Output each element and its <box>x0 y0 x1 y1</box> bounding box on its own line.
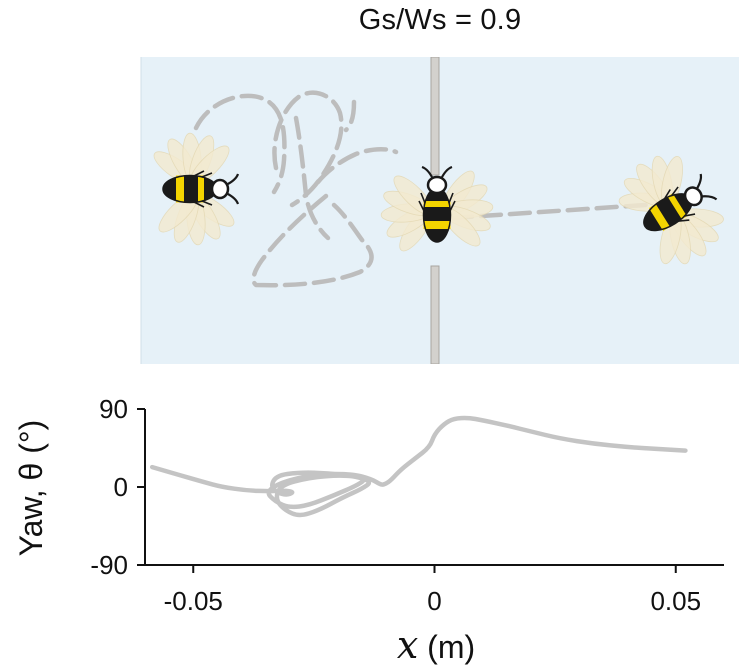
post-bottom <box>430 265 440 364</box>
yaw-chart: 90 0 -90 Yaw, θ (°) -0.05 0 0.05 x (m) <box>13 394 724 667</box>
figure-title: Gs/Ws = 0.9 <box>358 4 522 36</box>
x-tick-label-005: 0.05 <box>650 586 701 616</box>
x-axis-symbol: x <box>397 623 418 667</box>
y-tick-label-0: 0 <box>114 472 128 502</box>
x-axis-label: x (m) <box>397 623 475 667</box>
y-tick-label-neg90: -90 <box>90 550 128 580</box>
y-tick-label-90: 90 <box>99 394 128 424</box>
y-axis: 90 0 -90 Yaw, θ (°) <box>13 394 146 580</box>
x-axis-unit: (m) <box>418 629 475 665</box>
x-axis: -0.05 0 0.05 x (m) <box>145 564 724 667</box>
yaw-series-line <box>149 415 688 518</box>
x-tick-label-0: 0 <box>427 586 441 616</box>
x-tick-label-neg005: -0.05 <box>164 586 223 616</box>
y-axis-label: Yaw, θ (°) <box>13 420 49 557</box>
arena-panel <box>140 57 739 364</box>
post-top <box>430 57 440 176</box>
